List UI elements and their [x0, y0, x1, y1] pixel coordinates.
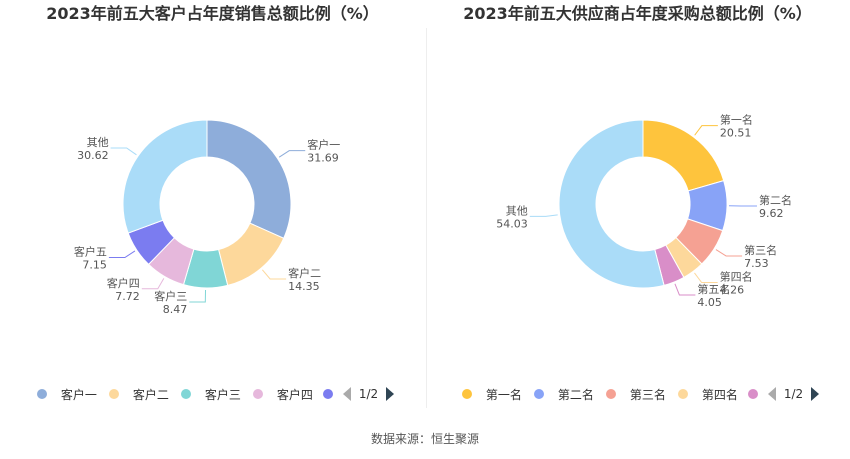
slice-label-name: 客户三: [154, 289, 187, 303]
legend-label: 第二名: [557, 387, 594, 402]
customer-legend: 客户一 客户二 客户三 客户四 1/2: [0, 384, 425, 404]
label-leader-line: [141, 278, 165, 290]
label-leader-line: [261, 269, 287, 280]
label-leader-line: [529, 214, 558, 217]
slice-label-name: 第五名: [697, 282, 730, 296]
slice-label-value: 7.72: [115, 290, 140, 303]
legend-swatch[interactable]: [322, 389, 333, 399]
data-source-note: 数据来源：恒生聚源: [370, 432, 479, 446]
legend-pager: 1/2: [767, 387, 820, 401]
label-leader-line: [110, 147, 137, 156]
slice-label-name: 客户四: [107, 276, 140, 290]
prev-page-icon[interactable]: [342, 387, 351, 401]
slice-label-value: 4.26: [720, 284, 745, 297]
legend-swatch: [677, 389, 688, 399]
donut-slice-6[interactable]: [122, 119, 208, 234]
slice-label-value: 20.51: [720, 127, 752, 140]
slice-label-value: 7.53: [744, 257, 769, 270]
slice-label-name: 其他: [87, 136, 109, 149]
label-leader-line: [715, 249, 743, 257]
legend-label: 第四名: [701, 387, 738, 402]
slice-label-name: 客户二: [288, 266, 321, 280]
slice-label-name: 第一名: [720, 113, 753, 127]
legend-page-indicator: 1/2: [783, 387, 804, 401]
slice-label-value: 54.03: [496, 217, 528, 230]
donut-slice-1[interactable]: [206, 119, 292, 239]
slice-label-name: 客户一: [307, 138, 340, 152]
donut-slice-1[interactable]: [642, 119, 725, 192]
slice-label-value: 14.35: [288, 280, 320, 293]
slice-label-name: 其他: [506, 204, 528, 217]
legend-label: 客户三: [204, 387, 241, 402]
label-leader-line: [694, 272, 718, 284]
legend-label: 客户一: [60, 387, 97, 402]
customer-chart-title: 2023年前五大客户占年度销售总额比例（%）: [46, 4, 379, 23]
slice-label-value: 31.69: [307, 152, 339, 165]
label-leader-line: [108, 250, 136, 259]
slice-label-name: 客户五: [74, 245, 107, 259]
legend-label: 客户二: [132, 387, 169, 402]
legend-swatch: [108, 389, 119, 399]
legend-swatch: [605, 389, 616, 399]
legend-item[interactable]: 客户一: [36, 386, 97, 403]
legend-label: 第一名: [485, 387, 522, 402]
legend-item[interactable]: 第一名: [461, 386, 522, 403]
label-leader-line: [674, 283, 696, 296]
slice-label-value: 7.15: [82, 259, 107, 272]
legend-item[interactable]: 客户三: [180, 386, 241, 403]
legend-item[interactable]: 第三名: [605, 386, 666, 403]
legend-item[interactable]: 客户四: [252, 386, 313, 403]
legend-item[interactable]: 客户二: [108, 386, 169, 403]
next-page-icon[interactable]: [811, 387, 820, 401]
supplier-chart-panel: 2023年前五大供应商占年度采购总额比例（%） 第一名 20.51 第二名 9.62 第…: [425, 0, 850, 420]
customer-chart-panel: 2023年前五大客户占年度销售总额比例（%） 客户一 31.69 客户二 14.35 客…: [0, 0, 425, 420]
legend-swatch: [533, 389, 544, 399]
legend-item[interactable]: 第四名: [677, 386, 738, 403]
donut-slice-6[interactable]: [558, 119, 665, 289]
legend-label: 第三名: [629, 387, 666, 402]
supplier-chart-title: 2023年前五大供应商占年度采购总额比例（%）: [463, 4, 812, 23]
slice-label-value: 9.62: [759, 207, 784, 220]
slice-label-value: 4.05: [697, 296, 722, 309]
slice-label-name: 第四名: [720, 270, 753, 284]
label-leader-line: [278, 150, 306, 158]
legend-swatch[interactable]: [747, 389, 758, 399]
legend-swatch: [180, 389, 191, 399]
legend-swatch: [36, 389, 47, 399]
legend-page-indicator: 1/2: [358, 387, 379, 401]
legend-swatch: [461, 389, 472, 399]
panel-divider: [426, 28, 427, 408]
legend-swatch: [252, 389, 263, 399]
label-leader-line: [189, 289, 207, 303]
slice-label-name: 第三名: [744, 243, 777, 257]
slice-label-value: 30.62: [77, 149, 109, 162]
legend-item[interactable]: 第二名: [533, 386, 594, 403]
prev-page-icon[interactable]: [767, 387, 776, 401]
slice-label-name: 第二名: [759, 193, 792, 207]
slice-label-value: 8.47: [163, 303, 188, 316]
legend-label: 客户四: [276, 387, 313, 402]
label-leader-line: [694, 125, 718, 136]
next-page-icon[interactable]: [386, 387, 395, 401]
supplier-legend: 第一名 第二名 第三名 第四名 1/2: [425, 384, 850, 404]
legend-pager: 1/2: [342, 387, 395, 401]
